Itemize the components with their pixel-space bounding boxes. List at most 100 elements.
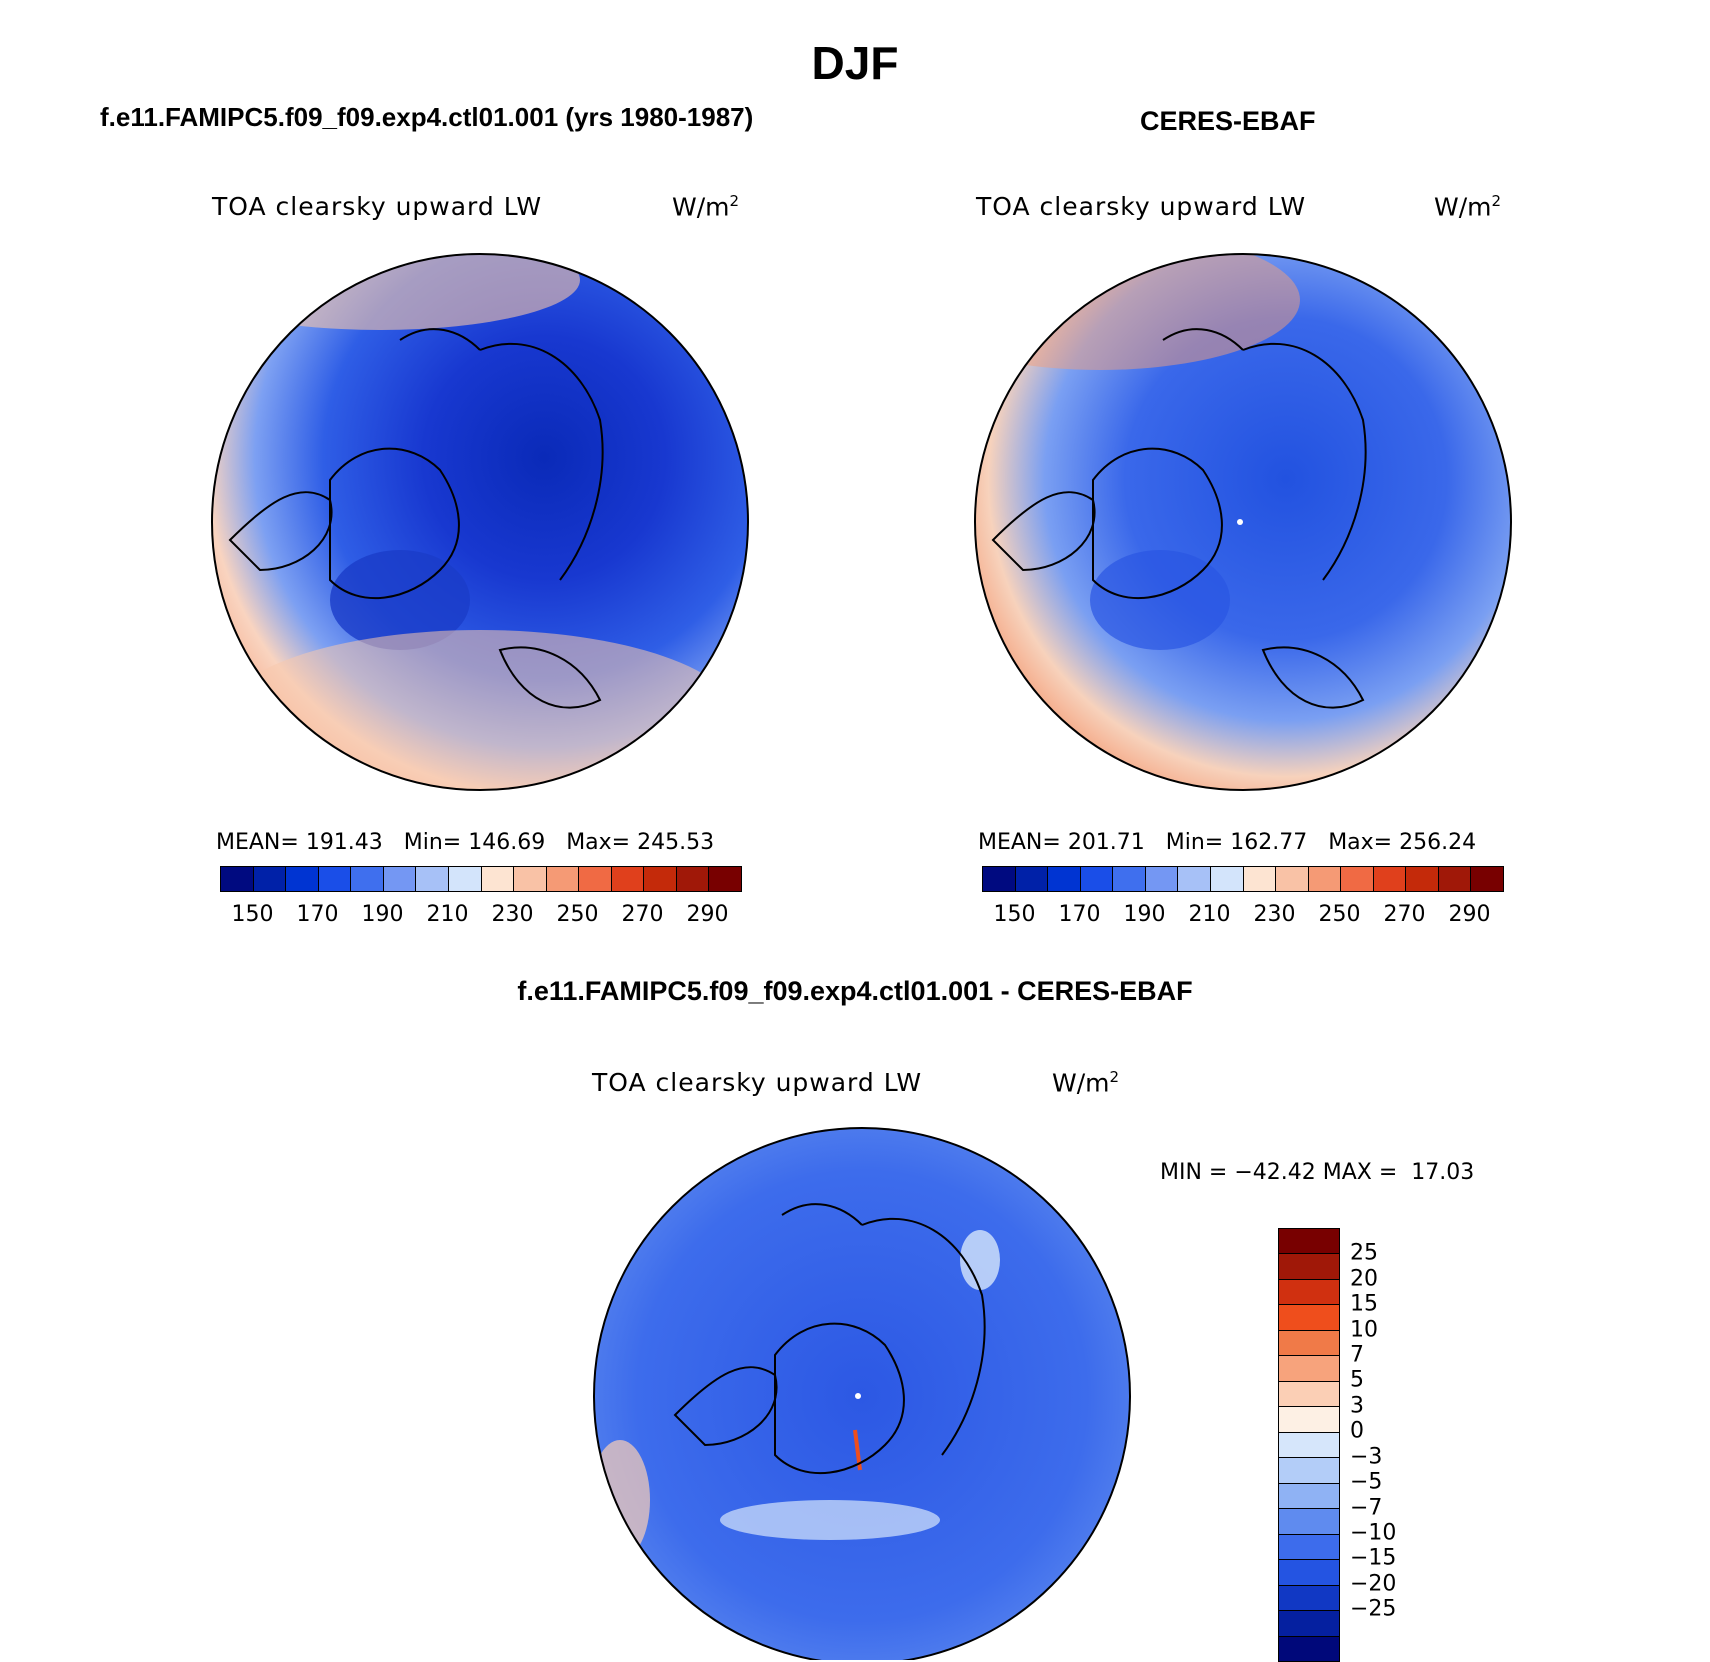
colorbar-swatch <box>1308 867 1342 891</box>
colorbar-swatch <box>514 867 547 891</box>
panel1-variable-label: TOA clearsky upward LW <box>212 192 543 221</box>
colorbar-swatch <box>1438 867 1472 891</box>
colorbar-swatch <box>1279 1356 1339 1382</box>
colorbar-swatch <box>1145 867 1179 891</box>
colorbar-swatch <box>1279 1305 1339 1331</box>
colorbar-swatch <box>644 867 677 891</box>
colorbar-tick-label: 190 <box>1123 902 1166 927</box>
panel1-units-text: W/m <box>672 192 730 222</box>
colorbar-tick-label: 10 <box>1350 1317 1378 1343</box>
colorbar-tick-label: −25 <box>1350 1596 1397 1622</box>
colorbar-tick-label: 20 <box>1350 1266 1378 1292</box>
colorbar-swatch <box>1243 867 1277 891</box>
diff-colorbar <box>1278 1228 1340 1662</box>
diff-units: W/m2 <box>1052 1068 1119 1097</box>
colorbar-tick-label: 15 <box>1350 1291 1378 1317</box>
panel2-colorbar-ticks: 150 170 190 210 230 250 270 290 <box>982 902 1502 932</box>
colorbar-swatch <box>448 867 482 891</box>
diff-units-text: W/m <box>1052 1068 1110 1098</box>
figure-title: DJF <box>811 37 899 89</box>
colorbar-swatch <box>286 867 319 891</box>
colorbar-swatch <box>676 867 710 891</box>
panel1-stats: MEAN= 191.43 Min= 146.69 Max= 245.53 <box>216 830 715 855</box>
colorbar-tick-label: 230 <box>491 902 534 927</box>
colorbar-tick-label: −3 <box>1350 1444 1383 1470</box>
panel1-units-sup: 2 <box>729 192 740 210</box>
colorbar-tick-label: 250 <box>556 902 599 927</box>
colorbar-tick-label: 290 <box>1448 902 1491 927</box>
panel2-title: CERES-EBAF <box>1140 106 1316 136</box>
colorbar-swatch <box>611 867 645 891</box>
colorbar-tick-label: 5 <box>1350 1367 1364 1393</box>
colorbar-tick-label: 150 <box>993 902 1036 927</box>
colorbar-swatch <box>351 867 384 891</box>
diff-panel-title: f.e11.FAMIPC5.f09_f09.exp4.ctl01.001 - C… <box>517 976 1193 1006</box>
diff-map <box>593 1127 1131 1660</box>
colorbar-swatch <box>1279 1432 1339 1459</box>
colorbar-swatch <box>1178 867 1211 891</box>
panel2-map <box>974 253 1512 791</box>
colorbar-swatch <box>1279 1534 1339 1561</box>
colorbar-swatch <box>1279 1509 1339 1535</box>
colorbar-swatch <box>1279 1279 1339 1306</box>
colorbar-tick-label: 0 <box>1350 1418 1364 1444</box>
colorbar-swatch <box>1279 1585 1339 1612</box>
colorbar-tick-label: 170 <box>296 902 339 927</box>
colorbar-swatch <box>709 867 741 891</box>
panel1-colorbar <box>220 866 742 892</box>
colorbar-swatch <box>1341 867 1374 891</box>
colorbar-swatch <box>1279 1254 1339 1280</box>
panel1-units: W/m2 <box>672 192 739 221</box>
colorbar-tick-label: −20 <box>1350 1571 1397 1597</box>
colorbar-swatch <box>1279 1636 1339 1661</box>
colorbar-tick-label: −10 <box>1350 1520 1397 1546</box>
colorbar-swatch <box>1471 867 1503 891</box>
colorbar-tick-label: 170 <box>1058 902 1101 927</box>
panel2-units: W/m2 <box>1434 192 1501 221</box>
colorbar-swatch <box>1276 867 1309 891</box>
colorbar-tick-label: 150 <box>231 902 274 927</box>
colorbar-swatch <box>253 867 287 891</box>
colorbar-swatch <box>1015 867 1049 891</box>
colorbar-swatch <box>1406 867 1439 891</box>
colorbar-swatch <box>1113 867 1146 891</box>
colorbar-tick-label: 190 <box>361 902 404 927</box>
colorbar-swatch <box>983 867 1016 891</box>
colorbar-tick-label: 250 <box>1318 902 1361 927</box>
diff-colorbar-ticks: 25 20 15 10 7 5 3 0 −3 −5 −7 −10 −15 −20 −25 <box>1350 1228 1430 1660</box>
colorbar-tick-label: 290 <box>686 902 729 927</box>
panel1-map <box>211 253 749 791</box>
colorbar-tick-label: −5 <box>1350 1469 1383 1495</box>
colorbar-tick-label: 230 <box>1253 902 1296 927</box>
colorbar-tick-label: 3 <box>1350 1393 1364 1419</box>
colorbar-swatch <box>1080 867 1114 891</box>
colorbar-tick-label: 25 <box>1350 1240 1378 1266</box>
colorbar-swatch <box>481 867 515 891</box>
colorbar-swatch <box>579 867 612 891</box>
colorbar-swatch <box>546 867 580 891</box>
colorbar-swatch <box>1279 1458 1339 1484</box>
diff-units-sup: 2 <box>1109 1068 1120 1086</box>
panel1-colorbar-ticks: 150 170 190 210 230 250 270 290 <box>220 902 740 932</box>
colorbar-tick-label: −7 <box>1350 1495 1383 1521</box>
colorbar-swatch <box>318 867 352 891</box>
colorbar-swatch <box>221 867 254 891</box>
diff-variable-label: TOA clearsky upward LW <box>592 1068 923 1097</box>
colorbar-swatch <box>1279 1407 1339 1433</box>
colorbar-swatch <box>416 867 449 891</box>
colorbar-swatch <box>1279 1229 1339 1255</box>
colorbar-tick-label: 210 <box>1188 902 1231 927</box>
colorbar-swatch <box>1279 1611 1339 1637</box>
diff-stats: MIN = −42.42 MAX = 17.03 <box>1160 1160 1475 1185</box>
panel2-variable-label: TOA clearsky upward LW <box>976 192 1307 221</box>
panel1-title: f.e11.FAMIPC5.f09_f09.exp4.ctl01.001 (yr… <box>100 102 754 132</box>
colorbar-tick-label: 270 <box>621 902 664 927</box>
panel2-colorbar <box>982 866 1504 892</box>
colorbar-tick-label: −15 <box>1350 1545 1397 1571</box>
colorbar-swatch <box>1279 1483 1339 1510</box>
colorbar-swatch <box>1048 867 1081 891</box>
colorbar-swatch <box>1279 1381 1339 1408</box>
colorbar-swatch <box>1210 867 1244 891</box>
colorbar-tick-label: 7 <box>1350 1342 1364 1368</box>
